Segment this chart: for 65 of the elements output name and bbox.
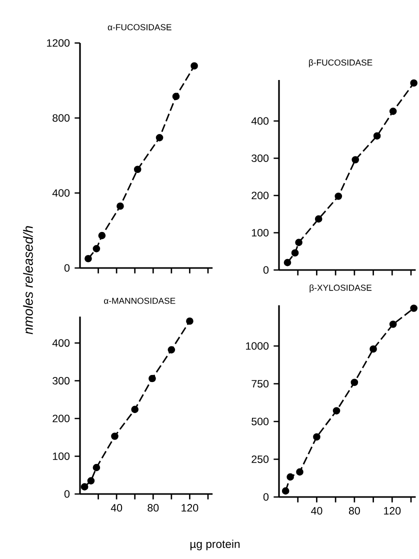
point (92, 464, 100, 472)
point (352, 156, 360, 164)
y-tick-label: 400 (52, 339, 70, 347)
point (80, 483, 88, 490)
x-axis-title: µg protein (190, 540, 240, 550)
point (373, 132, 381, 140)
point (111, 432, 118, 440)
point (84, 254, 92, 262)
y-tick-label: 750 (252, 380, 269, 388)
point (334, 192, 342, 200)
point (291, 249, 299, 257)
point (296, 468, 304, 476)
point (190, 62, 198, 70)
point (87, 477, 95, 484)
point (314, 215, 322, 223)
y-tick-label: 0 (263, 266, 269, 274)
point (295, 238, 302, 246)
chart-title: β-FUCOSIDASE (309, 59, 372, 68)
y-tick-label: 200 (252, 192, 269, 200)
y-tick-label: 1000 (246, 342, 269, 350)
point (332, 407, 340, 414)
point (370, 345, 377, 353)
y-tick-label: 300 (252, 154, 269, 162)
y-tick-label: 400 (251, 117, 269, 125)
y-tick-label: 400 (52, 189, 70, 197)
y-tick-label: 250 (252, 455, 269, 464)
y-tick-label: 0 (64, 490, 70, 498)
point (284, 258, 292, 266)
point (282, 487, 290, 495)
y-tick-label: 0 (263, 493, 269, 501)
x-tick-label: 120 (384, 507, 401, 515)
y-tick-label: 100 (252, 228, 269, 237)
x-tick-label: 80 (348, 507, 360, 515)
point (148, 374, 156, 382)
point (116, 202, 124, 210)
point (98, 232, 106, 240)
point (389, 108, 397, 115)
chart-title: α-FUCOSIDASE (108, 24, 172, 30)
point (156, 134, 164, 142)
point (286, 473, 294, 481)
y-tick-label: 100 (52, 452, 70, 460)
point (350, 378, 358, 386)
x-tick-label: 80 (148, 504, 159, 512)
point (313, 433, 320, 441)
point (172, 92, 180, 100)
y-axis-title: nmoles released/h (23, 226, 33, 334)
point (134, 166, 142, 174)
chart-title: α-MANNOSIDASE (104, 298, 176, 304)
y-tick-label: 800 (52, 114, 70, 122)
y-tick-label: 300 (52, 376, 70, 385)
y-tick-label: 200 (52, 414, 70, 422)
point (186, 317, 194, 325)
point (410, 79, 418, 87)
point (92, 245, 100, 252)
chart-title: β-XYLOSIDASE (310, 284, 372, 293)
point (389, 320, 397, 328)
x-tick-label: 120 (182, 504, 198, 512)
x-tick-label: 40 (311, 507, 322, 515)
point (410, 304, 418, 312)
y-tick-label: 1200 (47, 39, 70, 47)
y-tick-label: 500 (252, 418, 269, 426)
y-tick-label: 0 (64, 264, 70, 272)
point (131, 406, 139, 414)
point (168, 346, 176, 354)
x-tick-label: 40 (110, 504, 122, 512)
